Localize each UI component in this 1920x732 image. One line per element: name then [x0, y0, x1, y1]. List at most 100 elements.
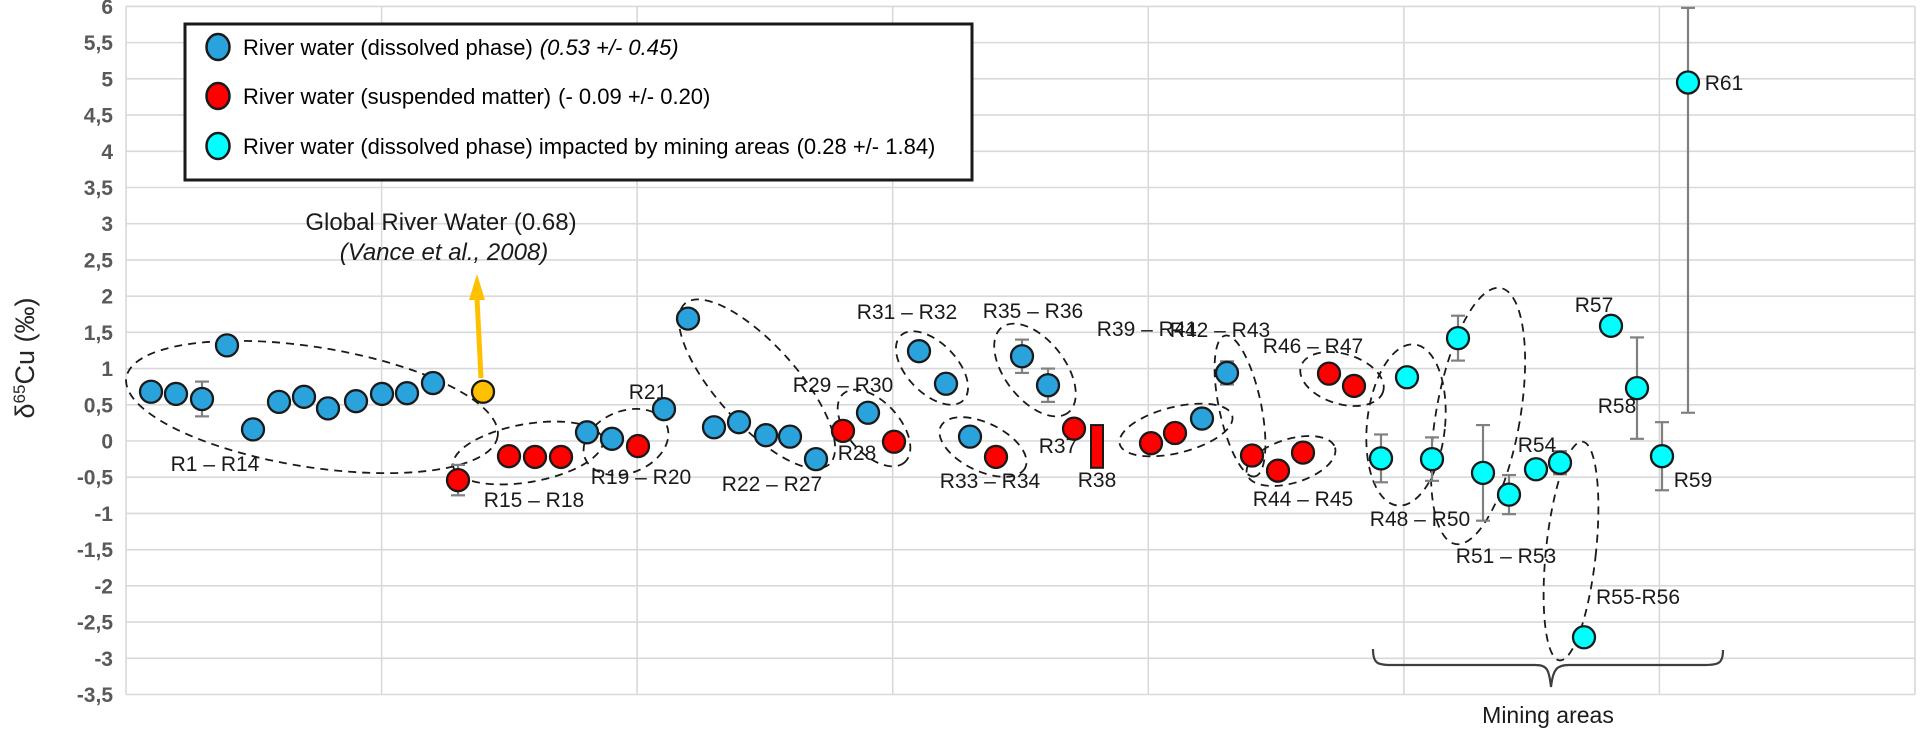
data-point: [1162, 420, 1188, 446]
data-point: [1675, 70, 1701, 95]
legend-box: [183, 22, 974, 182]
legend-item: River water (suspended matter) (- 0.09 +/…: [205, 81, 710, 111]
y-tick-label: 4,5: [84, 105, 114, 128]
group-ellipse: [1542, 440, 1600, 662]
group-label: R39 – R41: [1097, 318, 1197, 341]
group-label: R44 – R45: [1253, 488, 1353, 511]
group-label: R28: [838, 442, 877, 465]
data-point: [394, 381, 420, 406]
data-point: [983, 444, 1009, 470]
group-ellipse: [125, 339, 499, 475]
data-point: [726, 410, 752, 435]
data-point: [445, 467, 471, 493]
y-tick-label: 0: [101, 431, 113, 454]
data-point: [369, 381, 395, 407]
data-point: [1290, 440, 1316, 465]
legend-marker-blue: [205, 32, 231, 62]
y-tick-label: 2,5: [84, 249, 114, 272]
group-ellipse: [1118, 402, 1234, 458]
group-ellipses: [125, 286, 1600, 662]
group-labels: R1 – R14 R15 – R18 R19 – R20 R21 R22 – R27 R2…: [171, 72, 1744, 609]
data-point: [1523, 457, 1549, 482]
annotation-line1: Global River Water (0.68): [305, 209, 576, 236]
annotation-arrow: [474, 297, 484, 379]
group-label: R15 – R18: [484, 489, 584, 512]
data-point: [1214, 360, 1240, 386]
y-tick-label: 3: [101, 213, 113, 236]
data-point: [957, 424, 983, 449]
mining-areas-brace: [1371, 648, 1725, 688]
y-tick-label: 5: [101, 68, 113, 91]
group-ellipse: [582, 407, 670, 477]
data-point: [420, 370, 446, 396]
data-point: [830, 418, 856, 444]
legend-item: River water (dissolved phase) (0.53 +/- 0…: [205, 32, 679, 62]
data-point: [777, 424, 803, 449]
group-ellipse: [836, 388, 912, 468]
group-label: R54: [1518, 434, 1557, 457]
y-axis-title: δ65Cu (‰): [10, 298, 40, 419]
group-label: R21: [629, 381, 668, 404]
data-point: [855, 400, 881, 425]
data-points: [138, 70, 1701, 650]
data-point: [522, 444, 548, 470]
y-tick-label: 1,5: [84, 322, 114, 345]
data-point: [1265, 458, 1291, 483]
data-point: [1598, 313, 1624, 338]
data-point: [803, 446, 829, 472]
group-label: R22 – R27: [722, 473, 822, 496]
y-tick-label: 0,5: [84, 394, 114, 417]
data-point: [651, 396, 677, 422]
legend-marker-cyan: [205, 131, 231, 161]
legend-item-label: River water (dissolved phase) (0.53 +/- 0…: [243, 35, 679, 60]
group-label: R46 – R47: [1263, 335, 1363, 358]
data-point: [881, 429, 907, 454]
data-point: [315, 396, 341, 421]
group-label: R42 – R43: [1170, 319, 1270, 342]
data-point: [1649, 444, 1675, 469]
group-label: R48 – R50: [1370, 508, 1470, 531]
group-ellipse: [1213, 334, 1267, 478]
data-point: [1547, 450, 1573, 475]
group-label: R58: [1598, 395, 1637, 418]
legend-marker-red: [205, 81, 231, 111]
data-point: [1496, 482, 1522, 507]
y-tick-label: 4: [101, 141, 113, 164]
data-point: [1138, 431, 1164, 456]
error-bar: [1681, 6, 1695, 414]
reference-point: [470, 379, 496, 404]
data-point: [1316, 361, 1342, 386]
group-ellipse: [938, 416, 1028, 478]
data-point: [599, 426, 625, 451]
annotation-line2: (Vance et al., 2008): [340, 239, 549, 266]
data-point: [1571, 625, 1597, 650]
data-point: [1239, 443, 1265, 468]
group-label: R55-R56: [1596, 586, 1680, 609]
data-point: [933, 371, 959, 396]
y-tick-label: -2,5: [77, 612, 114, 635]
group-label: R29 – R30: [793, 374, 893, 397]
data-point: [1061, 416, 1087, 441]
legend-item-label: River water (suspended matter) (- 0.09 +/…: [243, 84, 710, 109]
group-label: R57: [1575, 294, 1614, 317]
group-label: R33 – R34: [940, 470, 1041, 493]
y-tick-label: -0,5: [77, 467, 114, 490]
mining-areas: Mining areas: [1371, 648, 1725, 728]
data-point: [138, 379, 164, 404]
y-axis-ticks: 6 5,5 5 4,5 4 3,5 3 2,5 2 1,5 1 0,5 0 -0,5 -1 -1,5 -2 -2,…: [77, 0, 114, 707]
data-point: [1368, 446, 1394, 471]
data-point: [1419, 446, 1445, 472]
data-point: [163, 381, 189, 407]
data-point: [291, 384, 317, 409]
group-ellipse: [1245, 435, 1337, 487]
group-label: R35 – R36: [983, 300, 1083, 323]
data-point: [625, 433, 651, 459]
data-point: [1341, 373, 1367, 399]
data-point: [343, 389, 369, 414]
group-ellipse: [1299, 351, 1385, 407]
data-point: [675, 306, 701, 331]
data-point: [753, 423, 779, 448]
group-label: R59: [1674, 469, 1713, 492]
range-bar: [1090, 424, 1104, 469]
